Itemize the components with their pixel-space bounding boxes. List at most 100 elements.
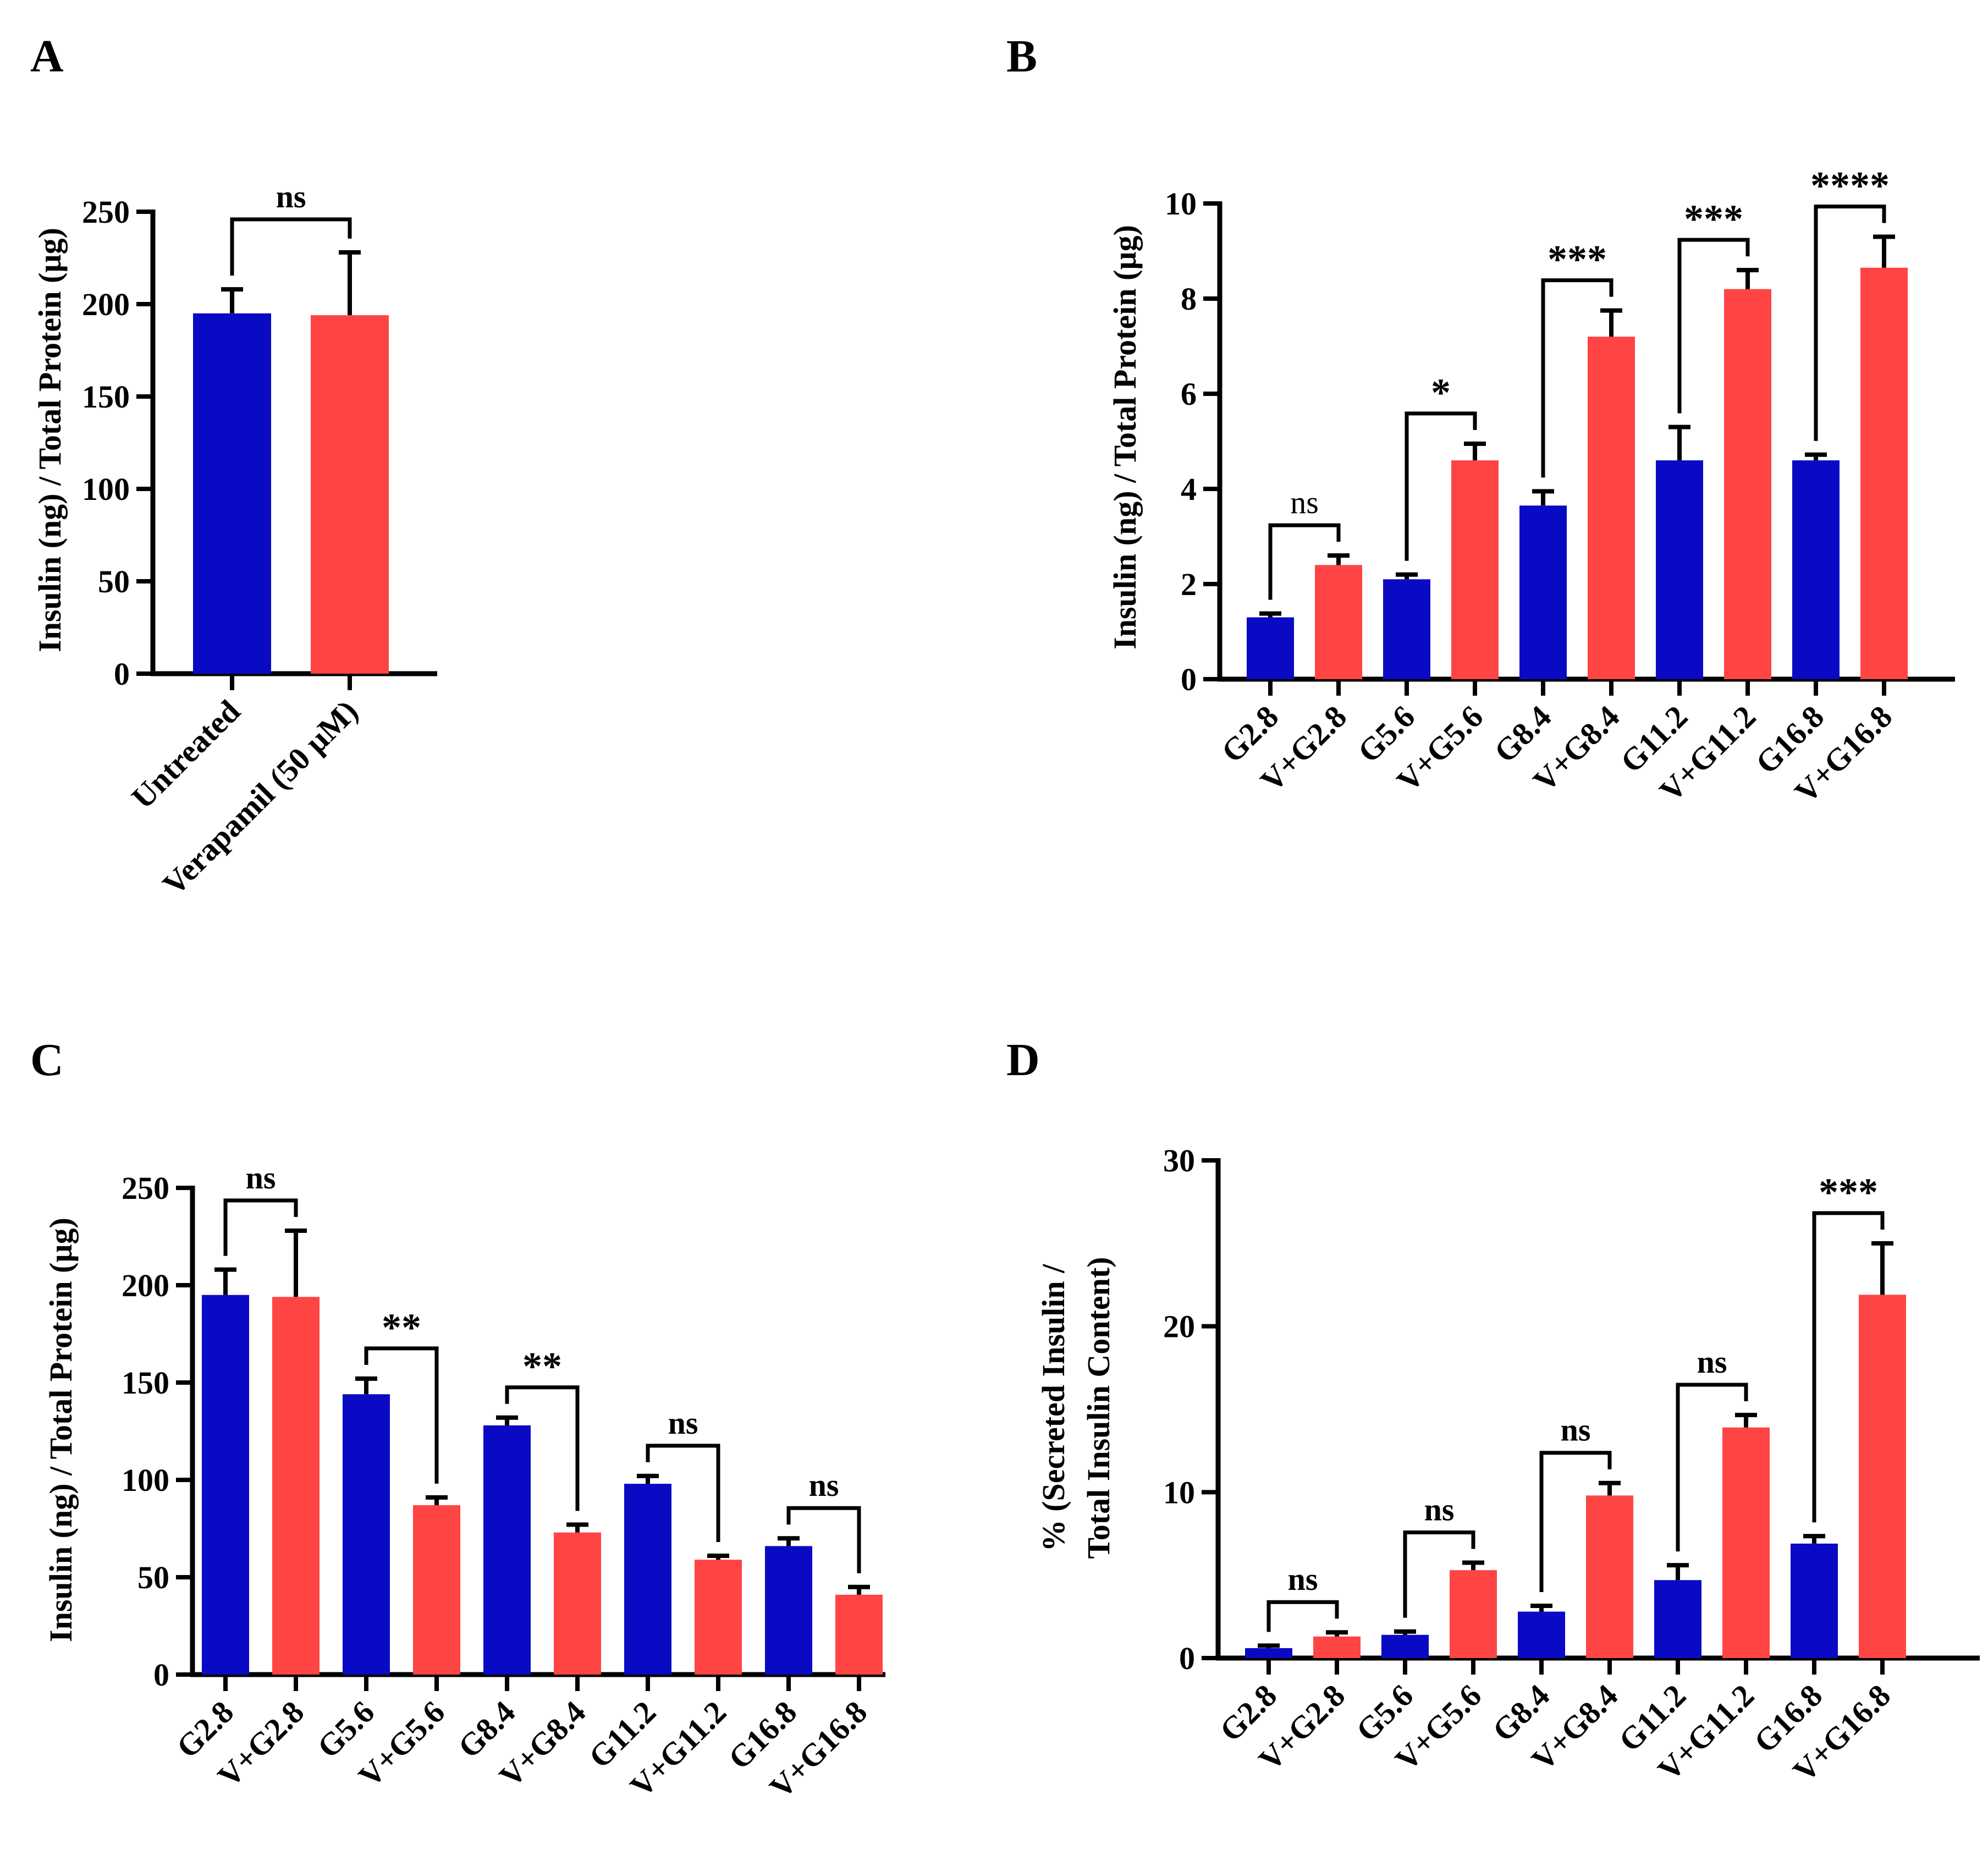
- y-tick-label: 150: [82, 379, 130, 415]
- y-tick-label: 50: [98, 564, 130, 599]
- significance-bracket: [1676, 1383, 1748, 1552]
- significance-label: ***: [1548, 238, 1607, 282]
- bar: [554, 1532, 601, 1675]
- bar: [1724, 289, 1771, 679]
- bar: [695, 1560, 742, 1675]
- y-axis-title-line: % (Secreted Insulin /: [1036, 1264, 1071, 1551]
- x-tick-label: Verapamil (50 µM): [156, 693, 365, 902]
- y-axis-title: Insulin (ng) / Total Protein (µg): [1107, 225, 1143, 649]
- chart-d: 0 10 20 30 % (Secreted Insulin / Total Insuli…: [1036, 1143, 1980, 1789]
- bar: [1519, 505, 1567, 679]
- bar: [1586, 1495, 1633, 1658]
- bar: [1791, 1543, 1838, 1658]
- significance-label: ***: [1819, 1170, 1878, 1214]
- significance-bracket: [1266, 1600, 1339, 1632]
- significance-label: ns: [1424, 1492, 1455, 1528]
- significance-bracket: [646, 1444, 720, 1543]
- bar: [1245, 1648, 1292, 1658]
- y-tick-label: 100: [122, 1462, 169, 1498]
- chart-c: 0 50 100 150 200 250 Insulin (ng) / Total Prot…: [43, 1160, 885, 1805]
- bar: [343, 1394, 390, 1675]
- y-tick-label: 4: [1181, 471, 1197, 507]
- significance-label: ***: [1684, 197, 1743, 241]
- bar: [1383, 579, 1430, 679]
- significance-label: ns: [1290, 484, 1319, 520]
- panel-letter-a: A: [30, 31, 64, 82]
- significance-bracket: [223, 1198, 298, 1256]
- bar: [1792, 460, 1840, 679]
- bar: [1859, 1295, 1906, 1658]
- chart-a: 0 50 100 150 200 250 Insulin (ng) / Total Prot…: [32, 179, 437, 902]
- y-tick-label: 200: [122, 1268, 169, 1303]
- bar: [1451, 460, 1499, 679]
- significance-bracket: [1541, 278, 1613, 478]
- bar: [1722, 1427, 1770, 1658]
- panel-letter-c: C: [30, 1034, 64, 1086]
- y-tick-label: 10: [1163, 1474, 1195, 1510]
- y-tick-label: 100: [82, 471, 130, 507]
- y-tick-label: 0: [114, 656, 130, 692]
- bar: [1381, 1634, 1429, 1658]
- significance-label: **: [382, 1306, 421, 1350]
- significance-label: ns: [668, 1405, 698, 1441]
- significance-bracket: [786, 1506, 861, 1573]
- bar: [483, 1425, 531, 1675]
- significance-label: ****: [1810, 164, 1890, 208]
- y-tick-label: 250: [122, 1170, 169, 1206]
- bar: [1518, 1611, 1565, 1658]
- bar: [1450, 1570, 1497, 1658]
- y-tick-label: 0: [1181, 662, 1197, 697]
- chart-b: 0 2 4 6 8 10 Insulin (ng) / Total Protein (µg)…: [1107, 164, 1955, 810]
- bar: [1313, 1636, 1361, 1658]
- significance-bracket: [1539, 1451, 1612, 1592]
- bar: [1315, 565, 1362, 679]
- significance-label: ns: [276, 179, 306, 214]
- y-axis-title: Insulin (ng) / Total Protein (µg): [32, 228, 68, 652]
- significance-bracket: [1812, 1211, 1885, 1523]
- significance-label: ns: [1288, 1561, 1318, 1597]
- y-tick-label: 30: [1163, 1143, 1195, 1179]
- bar: [193, 313, 271, 674]
- bar: [311, 315, 389, 674]
- significance-label: ns: [809, 1467, 839, 1503]
- panel-letter-d: D: [1006, 1034, 1040, 1086]
- y-axis-title-line: Total Insulin Content): [1081, 1257, 1116, 1559]
- y-tick-label: 6: [1181, 376, 1197, 412]
- panel-letter-b: B: [1006, 31, 1037, 82]
- significance-label: **: [522, 1345, 562, 1389]
- bar: [1654, 1580, 1701, 1658]
- bar: [1656, 460, 1703, 679]
- significance-bracket: [505, 1385, 580, 1511]
- significance-label: *: [1431, 371, 1451, 415]
- y-tick-label: 150: [122, 1365, 169, 1401]
- y-tick-label: 0: [1179, 1640, 1195, 1676]
- y-axis-title: Insulin (ng) / Total Protein (µg): [43, 1218, 79, 1642]
- bar: [835, 1594, 883, 1675]
- bar: [413, 1505, 460, 1675]
- significance-bracket: [1405, 411, 1477, 561]
- significance-bracket: [230, 217, 352, 276]
- bar: [1860, 267, 1908, 679]
- bar: [624, 1484, 671, 1675]
- significance-bracket: [1677, 238, 1750, 414]
- bar: [272, 1297, 320, 1675]
- significance-label: ns: [246, 1160, 276, 1196]
- significance-bracket: [1268, 523, 1341, 600]
- y-tick-label: 8: [1181, 281, 1197, 317]
- significance-bracket: [1403, 1530, 1475, 1618]
- bar: [202, 1295, 249, 1675]
- y-axis-title: % (Secreted Insulin / Total Insulin Conte…: [1036, 1257, 1116, 1559]
- y-tick-label: 250: [82, 194, 130, 230]
- significance-label: ns: [1561, 1412, 1591, 1448]
- y-tick-label: 50: [137, 1560, 169, 1595]
- significance-bracket: [1814, 205, 1886, 441]
- y-tick-label: 20: [1163, 1309, 1195, 1345]
- x-tick-label: Untreated: [124, 693, 247, 816]
- bar: [765, 1546, 812, 1675]
- bar: [1247, 617, 1294, 679]
- y-tick-label: 10: [1165, 186, 1197, 222]
- y-tick-label: 200: [82, 287, 130, 322]
- significance-label: ns: [1697, 1344, 1727, 1380]
- significance-bracket: [364, 1346, 439, 1484]
